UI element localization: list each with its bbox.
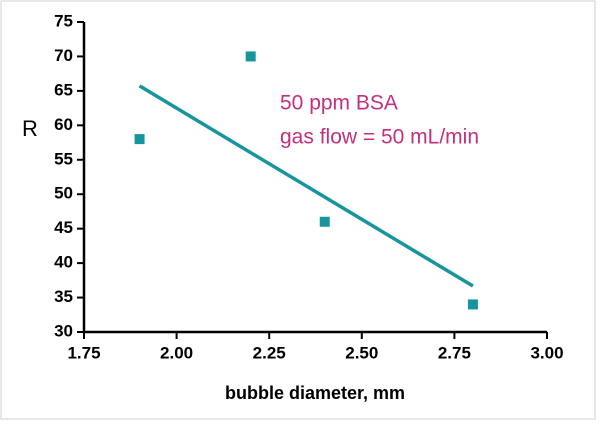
y-tick-label: 55 — [54, 149, 73, 168]
y-tick-label: 60 — [54, 115, 73, 134]
y-tick-label: 70 — [54, 46, 73, 65]
x-tick-label: 2.50 — [345, 343, 378, 362]
annotation: gas flow = 50 mL/min — [280, 126, 479, 149]
x-tick-label: 2.75 — [438, 343, 471, 362]
y-tick-label: 30 — [54, 321, 73, 340]
y-tick-label: 40 — [54, 253, 73, 272]
point — [467, 299, 478, 310]
x-axis-title: bubble diameter, mm — [225, 383, 405, 403]
y-tick-label: 50 — [54, 184, 73, 203]
y-axis-title: R — [22, 116, 38, 141]
x-tick-label: 3.00 — [530, 343, 563, 362]
x-tick-label: 2.00 — [160, 343, 193, 362]
y-tick-label: 45 — [54, 218, 73, 237]
x-tick-label: 1.75 — [67, 343, 100, 362]
point — [134, 134, 145, 145]
annotation: 50 ppm BSA — [280, 92, 398, 115]
point — [245, 51, 256, 62]
y-tick-label: 65 — [54, 80, 73, 99]
x-tick-label: 2.25 — [253, 343, 286, 362]
y-tick-label: 35 — [54, 287, 73, 306]
trend-line — [138, 84, 474, 288]
y-tick-label: 75 — [54, 11, 73, 30]
point — [319, 216, 330, 227]
